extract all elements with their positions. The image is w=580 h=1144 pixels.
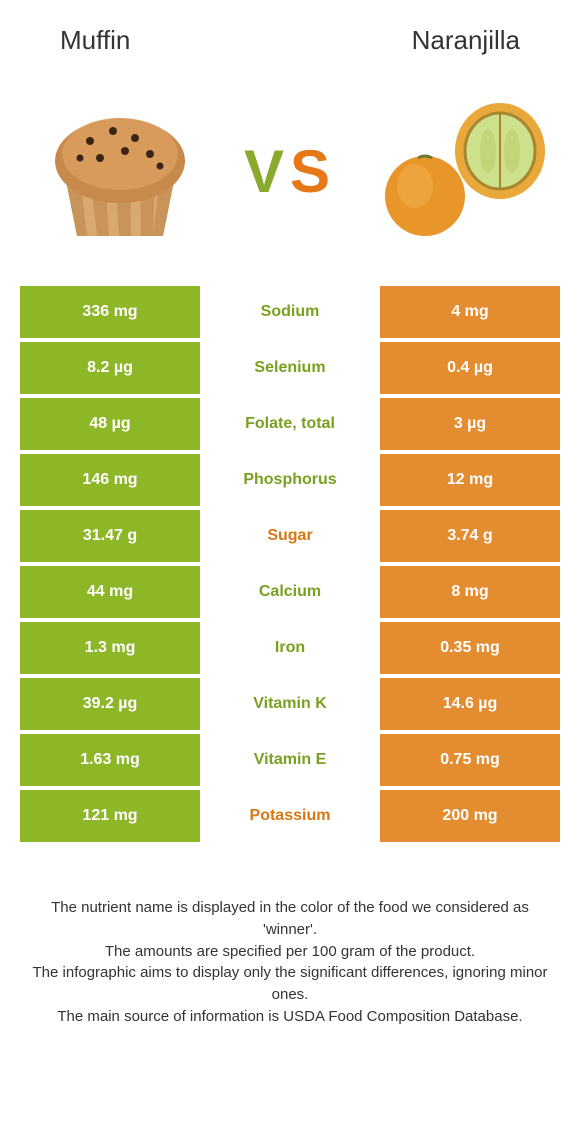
cell-right: 3 µg [380,398,560,450]
images-row: VS [0,66,580,286]
cell-nutrient: Sodium [200,286,380,338]
cell-nutrient: Calcium [200,566,380,618]
title-left: Muffin [60,25,130,56]
title-right: Naranjilla [412,25,520,56]
vs-label: VS [244,137,336,206]
cell-right: 14.6 µg [380,678,560,730]
footer-line-4: The main source of information is USDA F… [30,1006,550,1028]
cell-left: 336 mg [20,286,200,338]
table-row: 146 mgPhosphorus12 mg [20,454,560,506]
table-row: 8.2 µgSelenium0.4 µg [20,342,560,394]
table-row: 121 mgPotassium200 mg [20,790,560,842]
cell-left: 1.63 mg [20,734,200,786]
cell-nutrient: Iron [200,622,380,674]
cell-right: 0.75 mg [380,734,560,786]
cell-nutrient: Phosphorus [200,454,380,506]
footer-text: The nutrient name is displayed in the co… [30,897,550,1028]
footer-line-2: The amounts are specified per 100 gram o… [30,941,550,963]
header-titles: Muffin Naranjilla [0,0,580,66]
cell-left: 31.47 g [20,510,200,562]
muffin-image [30,91,210,251]
cell-left: 39.2 µg [20,678,200,730]
cell-left: 44 mg [20,566,200,618]
vs-v: V [244,138,290,205]
table-row: 31.47 gSugar3.74 g [20,510,560,562]
footer-line-1: The nutrient name is displayed in the co… [30,897,550,941]
table-row: 336 mgSodium4 mg [20,286,560,338]
cell-left: 48 µg [20,398,200,450]
cell-nutrient: Sugar [200,510,380,562]
cell-right: 4 mg [380,286,560,338]
cell-right: 12 mg [380,454,560,506]
table-row: 1.3 mgIron0.35 mg [20,622,560,674]
nutrient-table: 336 mgSodium4 mg8.2 µgSelenium0.4 µg48 µ… [20,286,560,842]
cell-nutrient: Selenium [200,342,380,394]
cell-left: 146 mg [20,454,200,506]
cell-right: 0.35 mg [380,622,560,674]
table-row: 1.63 mgVitamin E0.75 mg [20,734,560,786]
cell-right: 3.74 g [380,510,560,562]
cell-left: 8.2 µg [20,342,200,394]
table-row: 48 µgFolate, total3 µg [20,398,560,450]
cell-left: 1.3 mg [20,622,200,674]
cell-nutrient: Potassium [200,790,380,842]
cell-nutrient: Vitamin K [200,678,380,730]
table-row: 39.2 µgVitamin K14.6 µg [20,678,560,730]
vs-s: S [290,138,336,205]
cell-right: 0.4 µg [380,342,560,394]
cell-nutrient: Folate, total [200,398,380,450]
cell-right: 8 mg [380,566,560,618]
cell-left: 121 mg [20,790,200,842]
footer-line-3: The infographic aims to display only the… [30,962,550,1006]
table-row: 44 mgCalcium8 mg [20,566,560,618]
naranjilla-image [370,91,550,251]
cell-right: 200 mg [380,790,560,842]
cell-nutrient: Vitamin E [200,734,380,786]
